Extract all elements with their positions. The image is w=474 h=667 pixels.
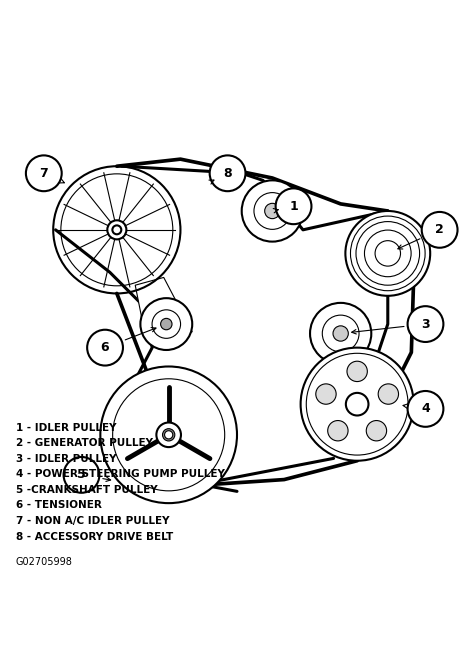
Text: 7 - NON A/C IDLER PULLEY: 7 - NON A/C IDLER PULLEY <box>16 516 169 526</box>
Circle shape <box>333 326 348 341</box>
Circle shape <box>112 225 121 234</box>
Text: 7: 7 <box>39 167 48 180</box>
Circle shape <box>140 298 192 350</box>
Text: 4: 4 <box>421 402 430 416</box>
Circle shape <box>316 384 336 404</box>
Text: 8: 8 <box>223 167 232 180</box>
Polygon shape <box>135 277 192 337</box>
Text: 4 - POWER STEERING PUMP PULLEY: 4 - POWER STEERING PUMP PULLEY <box>16 470 224 480</box>
Circle shape <box>422 212 457 247</box>
Circle shape <box>264 203 280 219</box>
Text: 8 - ACCESSORY DRIVE BELT: 8 - ACCESSORY DRIVE BELT <box>16 532 173 542</box>
Text: 5 -CRANKSHAFT PULLEY: 5 -CRANKSHAFT PULLEY <box>16 485 157 495</box>
Circle shape <box>301 348 414 461</box>
Circle shape <box>378 384 399 404</box>
Text: 2 - GENERATOR PULLEY: 2 - GENERATOR PULLEY <box>16 438 153 448</box>
Text: 3: 3 <box>421 317 430 331</box>
Circle shape <box>310 303 371 364</box>
Circle shape <box>64 457 100 493</box>
Circle shape <box>366 420 387 441</box>
Circle shape <box>210 155 246 191</box>
Circle shape <box>328 420 348 441</box>
Text: 5: 5 <box>77 468 86 482</box>
Circle shape <box>346 393 368 416</box>
Circle shape <box>347 362 367 382</box>
Circle shape <box>408 306 443 342</box>
Text: 6 - TENSIONER: 6 - TENSIONER <box>16 500 101 510</box>
Text: 1 - IDLER PULLEY: 1 - IDLER PULLEY <box>16 423 116 433</box>
Circle shape <box>26 155 62 191</box>
Circle shape <box>156 422 181 447</box>
Circle shape <box>346 211 430 295</box>
Text: 1: 1 <box>289 200 298 213</box>
Circle shape <box>87 329 123 366</box>
Text: G02705998: G02705998 <box>16 556 73 566</box>
Circle shape <box>408 391 443 427</box>
Text: 3 - IDLER PULLEY: 3 - IDLER PULLEY <box>16 454 116 464</box>
Circle shape <box>100 366 237 503</box>
Circle shape <box>276 188 311 224</box>
Text: 6: 6 <box>101 341 109 354</box>
Circle shape <box>161 318 172 329</box>
Text: 2: 2 <box>435 223 444 236</box>
Circle shape <box>163 429 175 441</box>
Circle shape <box>242 180 303 241</box>
Circle shape <box>164 431 173 439</box>
